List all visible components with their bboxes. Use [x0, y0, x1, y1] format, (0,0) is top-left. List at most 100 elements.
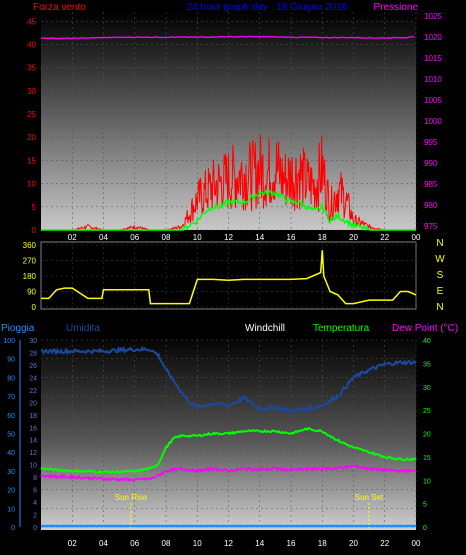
- humidity-tick-label: 20: [29, 400, 37, 407]
- hour-tick-label: 04: [99, 539, 108, 548]
- humidity-tick-label: 6: [33, 488, 37, 495]
- pressure-tick-label: 980: [424, 201, 438, 210]
- wind-speed-tick-label: 35: [27, 64, 36, 73]
- pressure-tick-label: 1010: [424, 75, 442, 84]
- hour-tick-label: 16: [287, 233, 296, 242]
- humidity-tick-label: 10: [29, 463, 37, 470]
- hour-tick-label: 20: [349, 539, 358, 548]
- rain-tick-label: 30: [7, 469, 15, 476]
- compass-label: W: [435, 254, 445, 265]
- hour-tick-label: 22: [380, 233, 389, 242]
- humidity-tick-label: 16: [29, 425, 37, 432]
- direction-tick-label: 0: [32, 303, 37, 312]
- humidity-tick-label: 4: [33, 500, 37, 507]
- hour-tick-label: 00: [412, 233, 421, 242]
- rain-tick-label: 50: [7, 432, 15, 439]
- rain-tick-label: 70: [7, 394, 15, 401]
- hour-tick-label: 08: [162, 539, 171, 548]
- compass-label: N: [436, 238, 443, 249]
- rain-tick-label: 90: [7, 357, 15, 364]
- humidity-tick-label: 2: [33, 513, 37, 520]
- temperature-label: Temperatura: [313, 323, 370, 334]
- hour-tick-label: 06: [130, 233, 139, 242]
- wind-speed-tick-label: 5: [32, 203, 37, 212]
- pressure-tick-label: 1005: [424, 96, 442, 105]
- wind-speed-tick-label: 0: [32, 226, 37, 235]
- hour-tick-label: 16: [287, 539, 296, 548]
- wind-speed-axis: 0 5 10 15 20 25 30 35 40 45: [27, 17, 36, 235]
- direction-tick-label: 180: [23, 272, 37, 281]
- hour-axis-top: 02 04 06 08 10 12 14 16 18 20 22 00: [68, 233, 421, 242]
- rain-label: Pioggia: [1, 323, 35, 334]
- rain-tick-label: 20: [7, 488, 15, 495]
- pressure-tick-label: 985: [424, 180, 438, 189]
- pressure-tick-label: 1020: [424, 33, 442, 42]
- windchill-label: Windchill: [245, 323, 285, 334]
- wind-speed-tick-label: 40: [27, 40, 36, 49]
- humidity-temp-axes: 0102030405060708090100024681012141618202…: [3, 338, 431, 532]
- rain-tick-label: 100: [3, 338, 15, 345]
- humidity-tick-label: 24: [29, 375, 37, 382]
- direction-tick-label: 90: [27, 288, 36, 297]
- temperature-line: [40, 427, 417, 474]
- wind-average-line: [41, 188, 416, 232]
- temperature-tick-label: 20: [423, 432, 431, 439]
- compass-label: N: [436, 302, 443, 313]
- hour-tick-label: 12: [224, 233, 233, 242]
- wind-speed-tick-label: 20: [27, 133, 36, 142]
- compass-label: E: [437, 286, 444, 297]
- hour-tick-label: 10: [193, 539, 202, 548]
- temperature-tick-label: 0: [423, 525, 427, 532]
- wind-speed-tick-label: 30: [27, 87, 36, 96]
- direction-tick-label: 270: [23, 257, 37, 266]
- dewpoint-line: [40, 463, 417, 482]
- hour-tick-label: 02: [68, 233, 77, 242]
- temperature-tick-label: 35: [423, 361, 431, 368]
- rain-tick-label: 0: [11, 525, 15, 532]
- chart-title: 24 hour graph day : 18 Giugno 2016: [187, 2, 348, 13]
- hour-tick-label: 12: [224, 539, 233, 548]
- humidity-tick-label: 0: [33, 525, 37, 532]
- wind-pressure-series: [40, 35, 416, 232]
- pressure-tick-label: 1000: [424, 117, 442, 126]
- wind-direction-series: [41, 250, 417, 305]
- pressure-axis: 975 980 985 990 995 1000 1005 1010 1015 1020 1025: [424, 12, 442, 231]
- hour-tick-label: 08: [162, 233, 171, 242]
- rain-tick-label: 40: [7, 450, 15, 457]
- dewpoint-label: Dew Point (°C): [392, 323, 458, 334]
- hour-tick-label: 02: [68, 539, 77, 548]
- temperature-tick-label: 10: [423, 478, 431, 485]
- wind-direction-line: [41, 250, 417, 305]
- pressure-label: Pressione: [374, 2, 419, 13]
- humidity-tick-label: 30: [29, 338, 37, 345]
- humidity-tick-label: 12: [29, 450, 37, 457]
- temperature-tick-label: 40: [423, 338, 431, 345]
- wind-direction-axis: 0 90 180 270 360: [23, 241, 37, 312]
- wind-speed-label: Forza vento: [33, 2, 86, 13]
- hour-tick-label: 14: [255, 539, 264, 548]
- humidity-tick-label: 8: [33, 475, 37, 482]
- wind-speed-tick-label: 10: [27, 180, 36, 189]
- rain-tick-label: 60: [7, 413, 15, 420]
- sunset-label: Sun Set: [355, 493, 384, 502]
- wind-speed-tick-label: 15: [27, 156, 36, 165]
- hour-tick-label: 10: [193, 233, 202, 242]
- humidity-temp-grid: [41, 339, 417, 528]
- temperature-tick-label: 15: [423, 455, 431, 462]
- humidity-line: [40, 345, 417, 415]
- humidity-temp-series: [40, 345, 417, 528]
- pressure-tick-label: 990: [424, 159, 438, 168]
- hour-tick-label: 22: [380, 539, 389, 548]
- pressure-tick-label: 1015: [424, 54, 442, 63]
- humidity-tick-label: 26: [29, 363, 37, 370]
- wind-pressure-grid: [41, 12, 417, 231]
- hour-tick-label: 00: [412, 539, 421, 548]
- pressure-tick-label: 975: [424, 222, 438, 231]
- wind-speed-tick-label: 25: [27, 110, 36, 119]
- hour-tick-label: 06: [130, 539, 139, 548]
- hour-tick-label: 18: [318, 233, 327, 242]
- wind-speed-tick-label: 45: [27, 17, 36, 26]
- pressure-tick-label: 1025: [424, 12, 442, 21]
- hour-axis-bottom: 02 04 06 08 10 12 14 16 18 20 22 00: [68, 539, 421, 548]
